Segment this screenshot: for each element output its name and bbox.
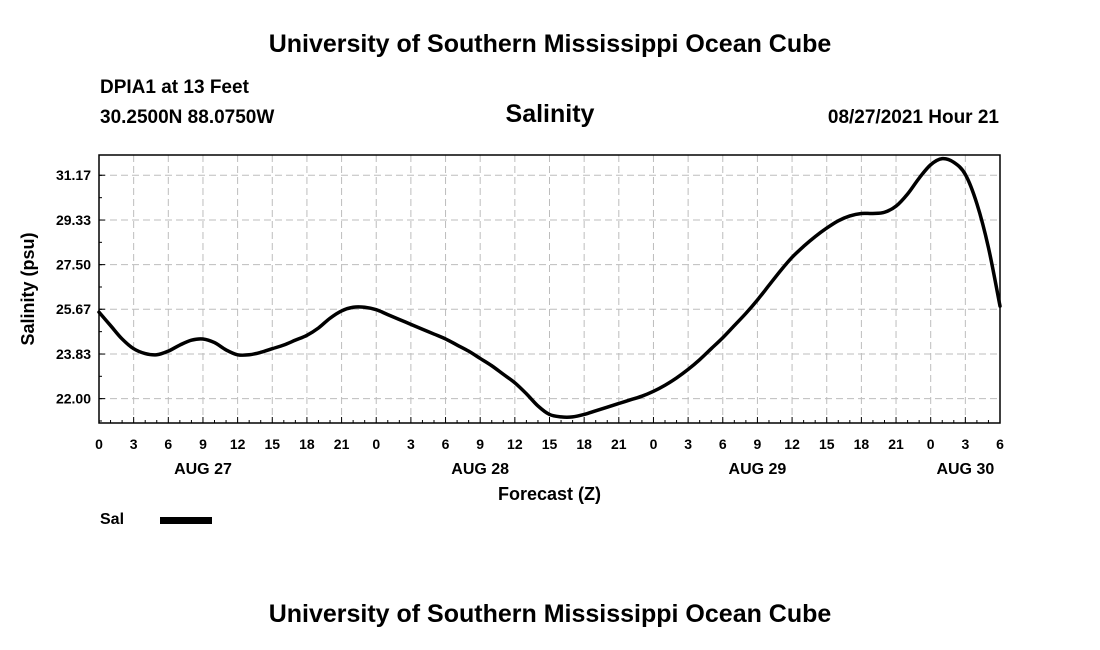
y-tick-label: 22.00 (56, 391, 91, 407)
x-tick-label: 0 (650, 436, 658, 452)
x-tick-label: 21 (334, 436, 350, 452)
x-tick-label: 12 (230, 436, 246, 452)
date-labels: AUG 27 AUG 28 AUG 29 AUG 30 (174, 461, 994, 478)
x-tick-label: 6 (442, 436, 450, 452)
x-tick-label: 6 (996, 436, 1004, 452)
station-label: DPIA1 at 13 Feet (100, 77, 249, 98)
x-tick-label: 15 (542, 436, 558, 452)
x-tick-label: 0 (95, 436, 103, 452)
x-tick-label: 3 (684, 436, 692, 452)
y-tick-label: 25.67 (56, 301, 91, 317)
x-tick-label: 12 (784, 436, 800, 452)
x-tick-label: 15 (264, 436, 280, 452)
legend-label: Sal (100, 511, 125, 528)
date-label: AUG 28 (451, 461, 509, 478)
x-tick-label: 18 (854, 436, 870, 452)
legend-swatch (160, 516, 212, 524)
y-tick-label: 31.17 (56, 167, 91, 183)
timestamp-label: 08/27/2021 Hour 21 (827, 107, 999, 128)
grid (99, 155, 1000, 423)
x-tick-label: 9 (476, 436, 484, 452)
legend: Sal (100, 509, 212, 531)
x-tick-label: 18 (299, 436, 315, 452)
x-tick-label: 6 (719, 436, 727, 452)
x-tick-labels: 0 3 6 9 12 15 18 21 0 3 6 9 12 15 18 21 0 3 6 9 12 15 18 21 0 3 6 (95, 436, 1004, 452)
x-tick-label: 6 (164, 436, 172, 452)
x-tick-label: 9 (754, 436, 762, 452)
x-tick-label: 21 (611, 436, 627, 452)
x-tick-label: 0 (927, 436, 935, 452)
y-tick-label: 29.33 (56, 212, 91, 228)
y-tick-label: 27.50 (56, 257, 91, 273)
x-tick-label: 9 (199, 436, 207, 452)
date-label: AUG 29 (729, 461, 787, 478)
y-axis-title: Salinity (psu) (18, 232, 38, 345)
x-tick-label: 12 (507, 436, 523, 452)
date-label: AUG 30 (936, 461, 994, 478)
series-layer (97, 156, 1002, 419)
x-axis-title: Forecast (Z) (498, 484, 601, 504)
x-tick-label: 0 (372, 436, 380, 452)
y-tick-labels: 22.00 23.83 25.67 27.50 29.33 31.17 (56, 167, 91, 406)
coordinates-label: 30.2500N 88.0750W (100, 107, 275, 128)
series-line-sal (97, 156, 1002, 419)
x-tick-label: 3 (407, 436, 415, 452)
y-tick-label: 23.83 (56, 346, 91, 362)
x-tick-label: 3 (961, 436, 969, 452)
x-tick-label: 15 (819, 436, 835, 452)
date-label: AUG 27 (174, 461, 232, 478)
plot-frame (98, 154, 1001, 424)
x-tick-label: 21 (888, 436, 904, 452)
page-title: University of Southern Mississippi Ocean… (268, 30, 832, 58)
footer-title: University of Southern Mississippi Ocean… (268, 600, 832, 628)
x-tick-label: 18 (576, 436, 592, 452)
x-tick-label: 3 (130, 436, 138, 452)
chart-title: Salinity (505, 100, 595, 128)
